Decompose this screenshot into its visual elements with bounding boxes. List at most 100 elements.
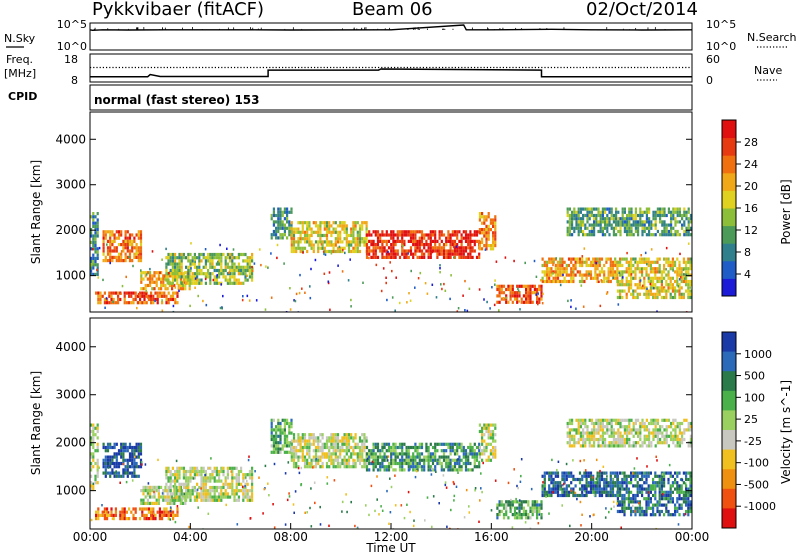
heatmap-cell bbox=[661, 223, 664, 227]
heatmap-cell bbox=[277, 220, 280, 224]
heatmap-cell bbox=[563, 276, 566, 280]
heatmap-cell bbox=[113, 452, 116, 456]
heatmap-cell bbox=[434, 246, 437, 250]
heatmap-cell bbox=[97, 297, 100, 302]
heatmap-cell bbox=[552, 263, 554, 267]
heatmap-cell bbox=[617, 437, 620, 442]
heatmap-cell bbox=[178, 485, 181, 490]
heatmap-cell bbox=[634, 497, 637, 501]
heatmap-cell bbox=[608, 220, 611, 224]
heatmap-cell bbox=[597, 425, 600, 429]
heatmap-cell bbox=[390, 243, 393, 247]
heatmap-cell bbox=[636, 484, 639, 488]
heatmap-cell bbox=[128, 252, 132, 256]
heatmap-cell bbox=[286, 236, 289, 240]
heatmap-cell bbox=[90, 461, 93, 466]
heatmap-cell bbox=[667, 500, 670, 504]
heatmap-cell bbox=[144, 495, 147, 499]
heatmap-cell bbox=[654, 471, 657, 475]
heatmap-cell bbox=[658, 291, 661, 294]
heatmap-cell bbox=[90, 215, 93, 219]
heatmap-cell bbox=[670, 229, 673, 234]
heatmap-cell bbox=[455, 245, 458, 248]
heatmap-cell bbox=[427, 465, 430, 469]
heatmap-cell bbox=[358, 436, 362, 440]
heatmap-cell bbox=[605, 280, 608, 283]
heatmap-cell bbox=[343, 246, 346, 250]
heatmap-cell bbox=[462, 230, 465, 234]
heatmap-cell bbox=[485, 429, 488, 434]
heatmap-cell bbox=[395, 276, 397, 279]
heatmap-cell bbox=[667, 229, 670, 234]
heatmap-cell bbox=[299, 449, 302, 453]
heatmap-cell bbox=[685, 477, 688, 482]
heatmap-cell bbox=[665, 295, 668, 300]
heatmap-cell bbox=[361, 445, 364, 450]
heatmap-cell bbox=[550, 270, 553, 274]
heatmap-cell bbox=[405, 230, 408, 234]
heatmap-cell bbox=[171, 272, 174, 276]
heatmap-cell bbox=[321, 221, 324, 225]
heatmap-cell bbox=[267, 266, 269, 269]
heatmap-cell bbox=[176, 294, 179, 298]
heatmap-cell bbox=[149, 501, 152, 505]
heatmap-cell bbox=[187, 489, 190, 493]
heatmap-cell bbox=[630, 267, 633, 271]
heatmap-cell bbox=[525, 513, 528, 517]
heatmap-cell bbox=[614, 484, 617, 488]
heatmap-cell bbox=[163, 513, 166, 517]
heatmap-cell bbox=[598, 257, 601, 261]
heatmap-cell bbox=[215, 275, 218, 279]
heatmap-cell bbox=[689, 493, 692, 498]
heatmap-cell bbox=[638, 487, 641, 491]
heatmap-cell bbox=[106, 510, 109, 514]
heatmap-cell bbox=[295, 461, 298, 466]
heatmap-cell bbox=[451, 243, 454, 247]
heatmap-cell bbox=[570, 260, 573, 264]
heatmap-cell bbox=[585, 260, 588, 264]
heatmap-cell bbox=[193, 252, 196, 257]
heatmap-cell bbox=[637, 233, 640, 237]
heatmap-cell bbox=[323, 442, 326, 446]
heatmap-cell bbox=[213, 268, 216, 273]
heatmap-cell bbox=[671, 267, 674, 271]
heatmap-cell bbox=[671, 286, 674, 290]
station-title: Pykkvibaer (fitACF) bbox=[92, 0, 265, 20]
heatmap-cell bbox=[270, 444, 273, 448]
colorbar-swatch bbox=[722, 190, 736, 209]
heatmap-cell bbox=[663, 229, 666, 234]
heatmap-cell bbox=[612, 213, 615, 218]
heatmap-cell bbox=[471, 239, 474, 243]
heatmap-cell bbox=[550, 273, 553, 277]
heatmap-cell bbox=[191, 489, 194, 493]
heatmap-cell bbox=[529, 506, 532, 510]
heatmap-cell bbox=[453, 252, 457, 256]
heatmap-cell bbox=[354, 442, 357, 446]
heatmap-cell bbox=[167, 513, 170, 517]
heatmap-cell bbox=[550, 487, 553, 491]
heatmap-cell bbox=[436, 249, 439, 253]
heatmap-cell bbox=[122, 449, 125, 453]
heatmap-cell bbox=[663, 513, 666, 517]
heatmap-cell bbox=[213, 489, 216, 493]
heatmap-cell bbox=[381, 465, 384, 469]
heatmap-cell bbox=[638, 506, 641, 510]
heatmap-cell bbox=[586, 425, 589, 429]
heatmap-cell bbox=[434, 449, 437, 453]
heatmap-cell bbox=[568, 421, 571, 426]
heatmap-cell bbox=[137, 442, 140, 446]
heatmap-cell bbox=[505, 297, 508, 301]
heatmap-cell bbox=[616, 477, 619, 482]
heatmap-cell bbox=[157, 274, 160, 278]
heatmap-cell bbox=[449, 252, 452, 256]
heatmap-cell bbox=[500, 287, 503, 292]
heatmap-cell bbox=[451, 249, 454, 253]
heatmap-cell bbox=[283, 233, 286, 237]
heatmap-cell bbox=[442, 442, 446, 446]
heatmap-cell bbox=[117, 474, 121, 478]
heatmap-cell bbox=[645, 273, 648, 277]
heatmap-cell bbox=[178, 482, 181, 486]
heatmap-cell bbox=[483, 215, 486, 219]
heatmap-cell bbox=[272, 229, 275, 234]
